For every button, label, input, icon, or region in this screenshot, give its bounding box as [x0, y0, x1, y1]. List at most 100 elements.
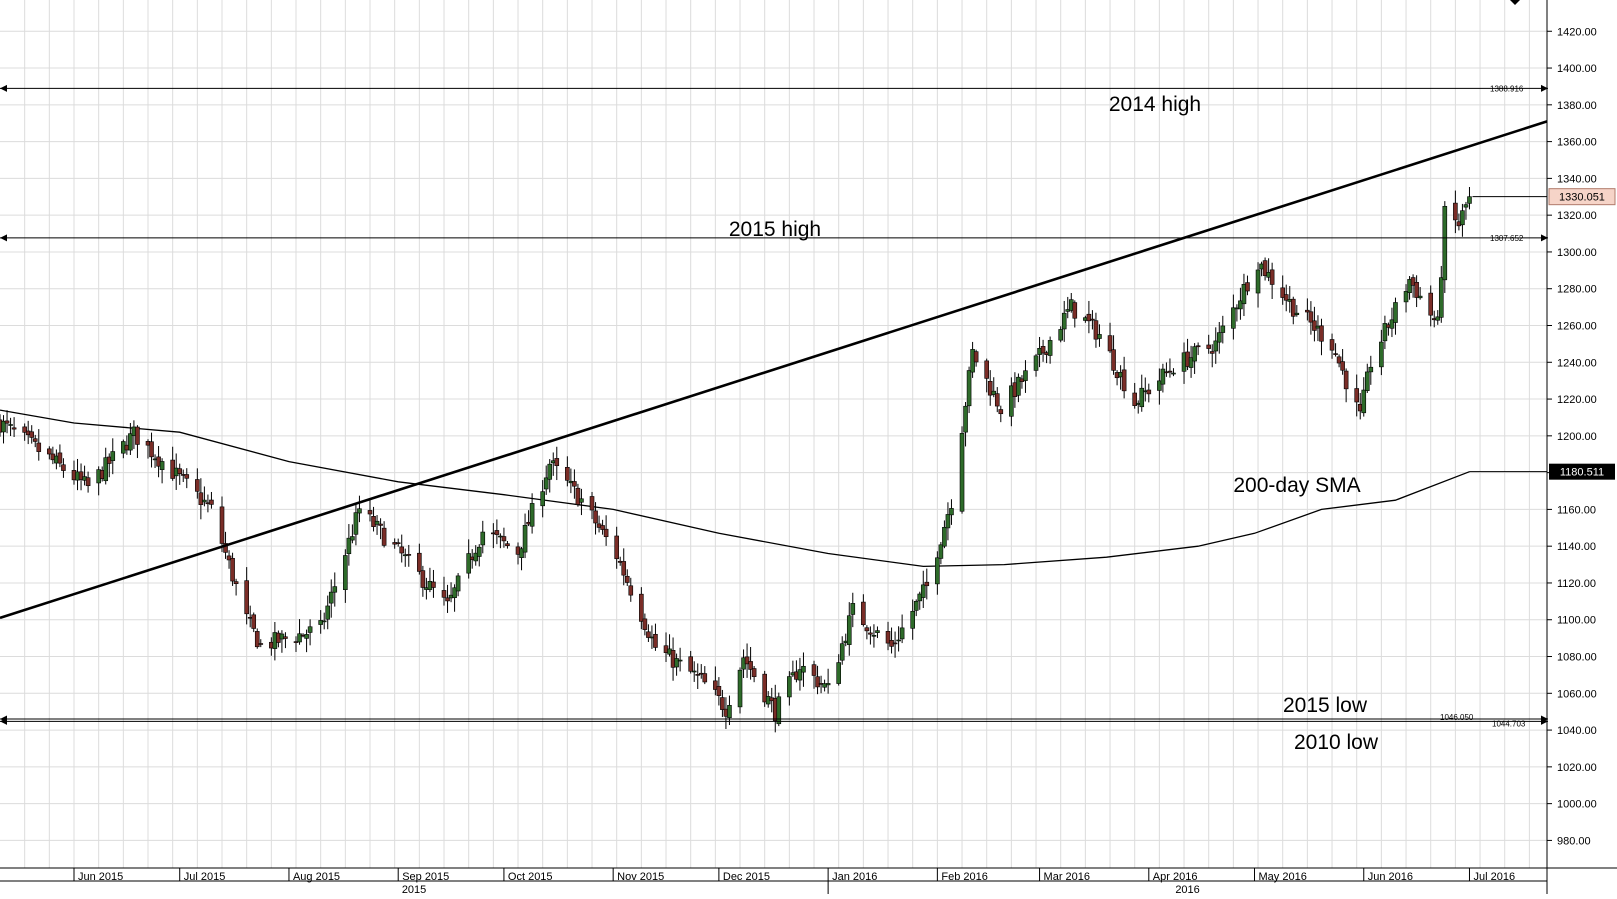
- candle-body: [1262, 260, 1268, 276]
- candle-body: [395, 542, 401, 544]
- candle-body: [128, 433, 133, 451]
- candle-body: [209, 499, 214, 505]
- candle-body: [103, 457, 109, 482]
- candle-body: [1463, 204, 1469, 208]
- y-tick-label: 1060.00: [1557, 688, 1597, 700]
- candle-body: [1428, 292, 1434, 316]
- candle-body: [1245, 282, 1250, 292]
- candle-body: [1361, 389, 1367, 414]
- y-tick-label: 1420.00: [1557, 26, 1597, 38]
- candle-body: [501, 536, 507, 542]
- candle-body: [868, 632, 873, 635]
- candle-body: [226, 555, 232, 561]
- candle-body: [350, 536, 355, 541]
- candle-body: [1435, 316, 1441, 321]
- candle-body: [223, 543, 228, 553]
- candle-body: [797, 669, 803, 681]
- candle-body: [198, 492, 204, 505]
- candle-body: [494, 530, 500, 535]
- candle-body: [61, 464, 66, 471]
- candle-body: [600, 525, 605, 530]
- candle-body: [1160, 368, 1166, 385]
- candle-body: [202, 499, 207, 503]
- candle-body: [1364, 371, 1370, 391]
- level-2015-high-arrow-left-icon: [0, 234, 7, 242]
- y-tick-label: 1200.00: [1557, 431, 1597, 443]
- annotation-2014-high: 2014 high: [1109, 93, 1201, 116]
- candle-body: [1403, 291, 1409, 303]
- candle-body: [22, 426, 27, 433]
- candle-body: [688, 656, 693, 672]
- candle-body: [8, 424, 13, 426]
- candle-body: [910, 610, 915, 629]
- candle-body: [1379, 341, 1384, 368]
- candle-body: [896, 639, 901, 642]
- y-tick-label: 1300.00: [1557, 247, 1597, 259]
- x-month-label: Jul 2016: [1473, 871, 1515, 883]
- candle-body: [1238, 300, 1243, 310]
- candle-body: [935, 557, 940, 585]
- candle-body: [1097, 334, 1102, 339]
- candlestick-series: [0, 186, 1472, 733]
- y-tick-label: 1320.00: [1557, 210, 1597, 222]
- candle-body: [603, 528, 609, 538]
- candle-body: [589, 496, 595, 511]
- candle-body: [353, 512, 359, 535]
- candle-body: [1213, 340, 1219, 352]
- candle-body: [283, 636, 288, 639]
- candle-body: [815, 676, 820, 688]
- y-tick-label: 1160.00: [1557, 504, 1596, 516]
- candle-body: [1, 420, 6, 433]
- candle-body: [1382, 323, 1388, 342]
- candle-body: [321, 620, 327, 623]
- candle-body: [381, 527, 387, 546]
- candle-body: [1333, 353, 1338, 355]
- candle-body: [1393, 302, 1398, 323]
- candle-body: [346, 537, 352, 555]
- candle-body: [1336, 356, 1342, 364]
- candle-body: [32, 438, 38, 442]
- candle-body: [332, 586, 338, 593]
- candle-body: [547, 463, 553, 480]
- y-axis: 980.00 1000.00 1020.00 1040.00 1060.00 1080.0…: [1510, 0, 1597, 894]
- y-tick-label: 1120.00: [1557, 578, 1596, 590]
- candle-body: [1061, 312, 1067, 330]
- candle-body: [628, 585, 634, 596]
- candle-body: [639, 593, 644, 622]
- candle-body: [1146, 389, 1152, 395]
- candle-body: [473, 552, 479, 562]
- candle-body: [343, 555, 348, 590]
- candle-body: [1368, 366, 1374, 373]
- candle-body: [1269, 269, 1275, 285]
- x-month-label: Jun 2015: [78, 871, 123, 883]
- y-tick-label: 980.00: [1557, 835, 1591, 847]
- candle-body: [357, 508, 362, 514]
- candle-body: [78, 471, 84, 480]
- candle-body: [1280, 287, 1286, 298]
- x-month-label: Dec 2015: [723, 871, 770, 883]
- candle-body: [476, 546, 482, 557]
- candle-body: [1132, 392, 1138, 406]
- candle-body: [11, 427, 17, 430]
- level-2010-low-arrow-right-icon: [1541, 717, 1548, 725]
- candle-body: [1072, 302, 1078, 319]
- candle-body: [1343, 370, 1349, 390]
- annotation-2010-low: 2010 low: [1294, 731, 1379, 754]
- x-month-label: Aug 2015: [293, 871, 340, 883]
- candle-body: [1171, 372, 1176, 375]
- candle-body: [480, 531, 486, 546]
- last-price-tag: [1548, 188, 1616, 206]
- candle-body: [540, 491, 545, 507]
- candle-body: [839, 643, 845, 661]
- candle-body: [1410, 277, 1416, 286]
- candle-body: [1283, 294, 1289, 301]
- price-tags: 1330.051 1180.511: [1469, 188, 1616, 480]
- candle-body: [1255, 269, 1261, 294]
- candle-body: [942, 526, 947, 547]
- candle-body: [885, 631, 891, 644]
- candle-body: [1216, 332, 1222, 343]
- sma-value-tag-label: 1180.511: [1560, 467, 1604, 479]
- candle-body: [1414, 282, 1419, 298]
- candle-body: [959, 433, 965, 512]
- candle-body: [825, 683, 831, 686]
